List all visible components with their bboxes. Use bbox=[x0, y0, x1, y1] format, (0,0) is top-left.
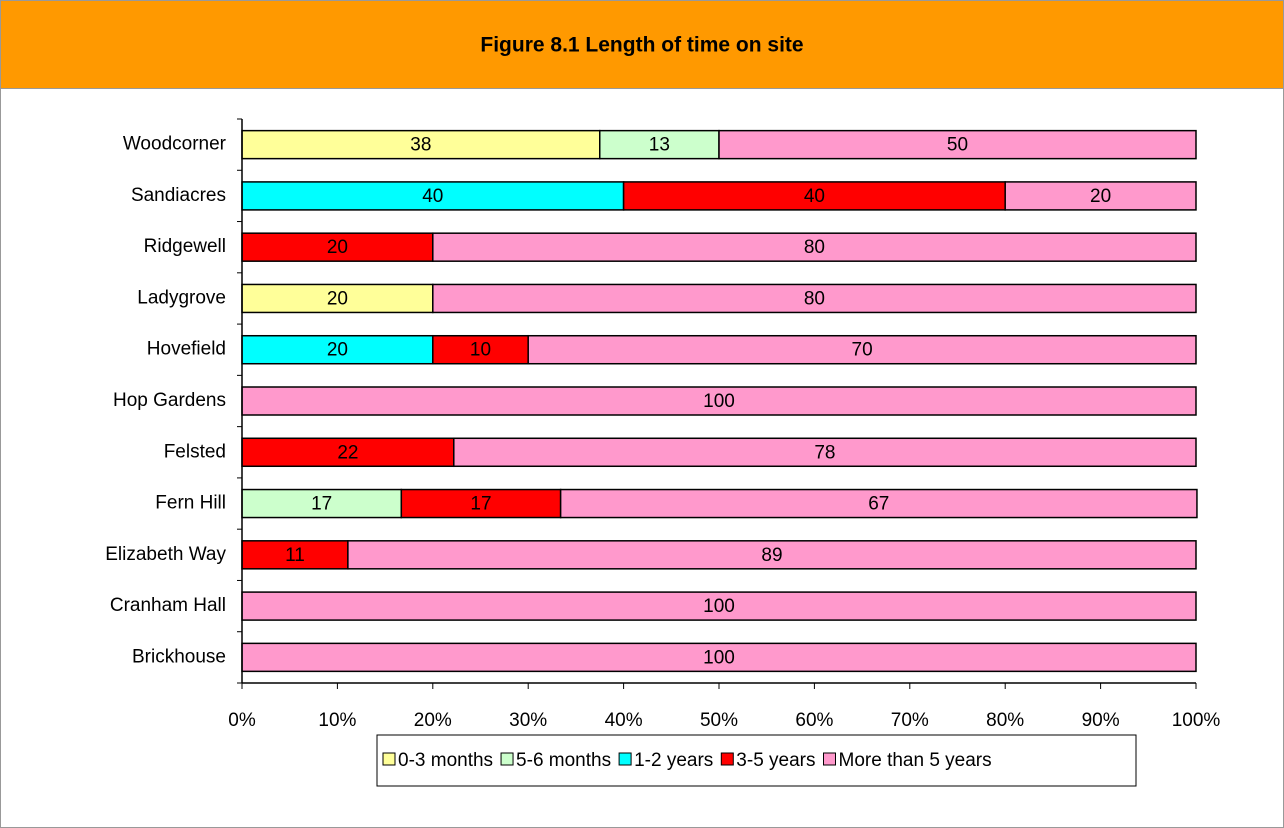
legend-label: 0-3 months bbox=[398, 750, 493, 771]
bar-segment bbox=[347, 540, 1197, 570]
data-label: 70 bbox=[852, 340, 873, 361]
data-label: 80 bbox=[804, 237, 825, 258]
bar-segment bbox=[622, 181, 1006, 211]
legend-label: More than 5 years bbox=[839, 750, 992, 771]
y-tick-label: Ladygrove bbox=[137, 287, 226, 308]
data-label: 100 bbox=[703, 391, 735, 412]
x-tick-label: 40% bbox=[605, 710, 643, 731]
bar-segment bbox=[527, 334, 1197, 365]
data-label: 100 bbox=[703, 596, 735, 617]
x-tick-label: 0% bbox=[228, 710, 256, 731]
data-label: 10 bbox=[470, 340, 491, 361]
legend-swatch bbox=[618, 752, 632, 766]
data-label: 20 bbox=[327, 288, 348, 309]
bar-segment bbox=[241, 488, 403, 519]
bar-segment bbox=[241, 642, 1197, 673]
legend-label: 1-2 years bbox=[634, 750, 713, 771]
data-label: 22 bbox=[337, 442, 358, 463]
x-tick-label: 20% bbox=[414, 710, 452, 731]
header bbox=[0, 0, 1284, 89]
legend-swatch bbox=[500, 752, 514, 766]
legend-swatch bbox=[823, 752, 836, 766]
data-label: 78 bbox=[814, 442, 835, 463]
data-label: 20 bbox=[327, 340, 348, 361]
y-tick-label: Hovefield bbox=[147, 339, 226, 360]
legend-swatch bbox=[382, 752, 396, 766]
legend-swatch bbox=[720, 752, 734, 766]
bar-segment bbox=[241, 540, 349, 570]
data-label: 17 bbox=[311, 494, 332, 515]
y-tick-label: Hop Gardens bbox=[113, 390, 226, 411]
x-tick-label: 90% bbox=[1082, 710, 1120, 731]
data-label: 13 bbox=[649, 135, 670, 156]
x-tick-label: 10% bbox=[318, 710, 356, 731]
x-tick-label: 30% bbox=[509, 710, 547, 731]
data-label: 67 bbox=[868, 494, 889, 515]
data-label: 17 bbox=[470, 494, 491, 515]
data-label: 20 bbox=[1090, 186, 1111, 207]
bar-segment bbox=[1004, 181, 1197, 211]
x-tick-label: 80% bbox=[986, 710, 1024, 731]
data-label: 100 bbox=[703, 647, 735, 668]
x-tick-label: 60% bbox=[795, 710, 833, 731]
legend-label: 5-6 months bbox=[516, 750, 611, 771]
bar-segment bbox=[718, 129, 1197, 160]
y-tick-label: Elizabeth Way bbox=[105, 544, 226, 565]
bar-segment bbox=[559, 488, 1198, 519]
x-tick-label: 70% bbox=[891, 710, 929, 731]
data-label: 80 bbox=[804, 288, 825, 309]
data-label: 89 bbox=[761, 545, 782, 566]
bar-segment bbox=[432, 334, 529, 365]
bar-segment bbox=[453, 437, 1197, 468]
y-tick-label: Cranham Hall bbox=[110, 595, 226, 616]
y-tick-label: Woodcorner bbox=[123, 134, 227, 155]
y-tick-label: Brickhouse bbox=[132, 646, 226, 667]
data-label: 38 bbox=[410, 135, 431, 156]
bar-segment bbox=[241, 129, 601, 160]
y-tick-label: Felsted bbox=[164, 441, 226, 462]
legend-label: 3-5 years bbox=[736, 750, 815, 771]
data-label: 11 bbox=[285, 545, 305, 566]
x-tick-label: 100% bbox=[1172, 710, 1221, 731]
y-tick-label: Ridgewell bbox=[144, 236, 226, 257]
data-label: 40 bbox=[804, 186, 825, 207]
bar-segment bbox=[432, 232, 1197, 262]
y-tick-label: Fern Hill bbox=[155, 493, 226, 514]
x-tick-label: 50% bbox=[700, 710, 738, 731]
bar-segment bbox=[400, 488, 562, 519]
data-label: 40 bbox=[422, 186, 443, 207]
chart-title: Figure 8.1 Length of time on site bbox=[480, 34, 803, 57]
y-tick-label: Sandiacres bbox=[131, 185, 226, 206]
bar-segment bbox=[432, 283, 1197, 314]
data-label: 20 bbox=[327, 237, 348, 258]
bar-segment bbox=[241, 334, 434, 365]
data-label: 50 bbox=[947, 135, 968, 156]
